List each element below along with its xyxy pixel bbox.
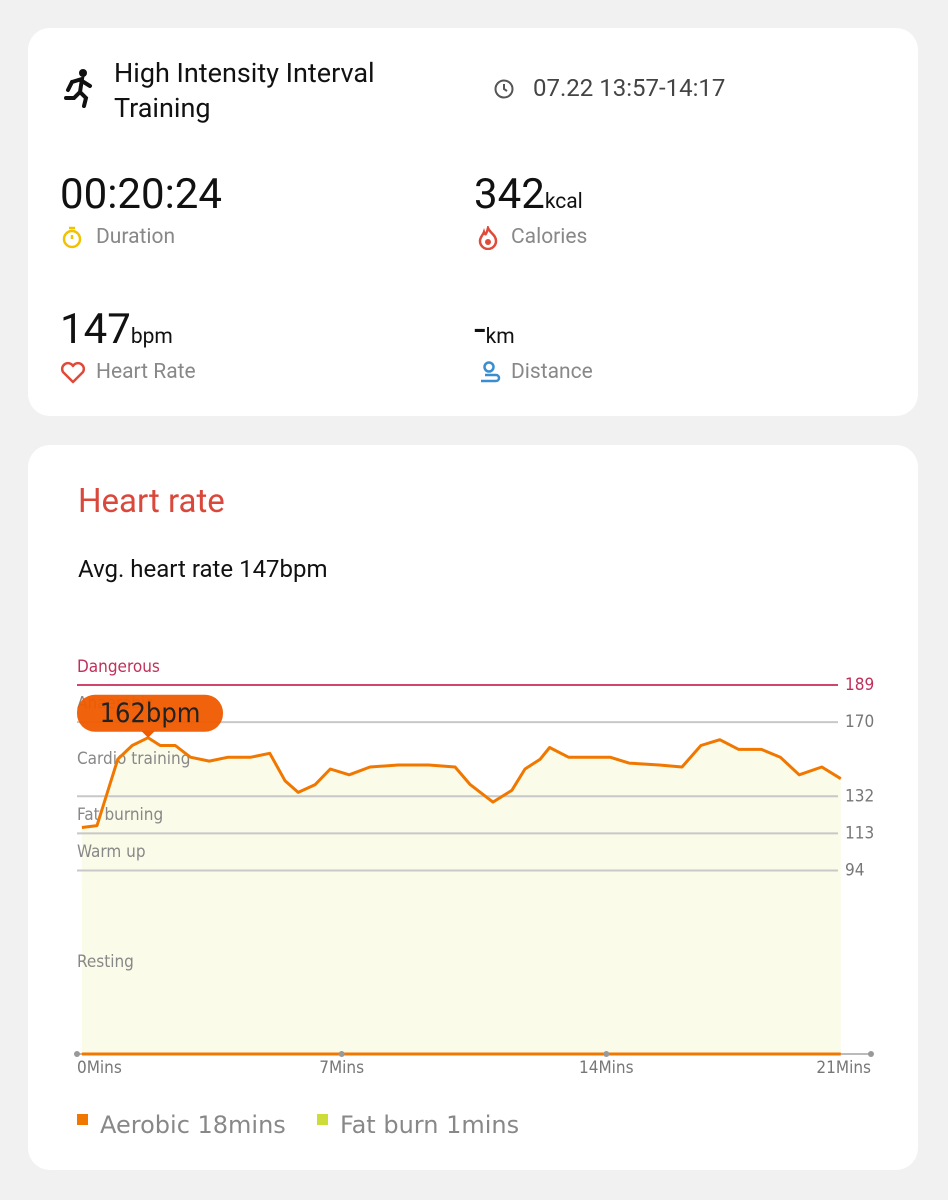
metric-value: 147: [60, 305, 131, 354]
metric-value: -: [474, 305, 486, 354]
metric-label: Heart Rate: [96, 360, 196, 384]
card-title: Heart rate: [78, 482, 225, 521]
heart-rate-line: [81, 736, 842, 829]
metric-value: 342: [474, 170, 545, 219]
y-tick-label: 170: [845, 712, 874, 732]
tooltip-pointer: [141, 730, 156, 738]
legend-swatch: [317, 1114, 328, 1125]
metric: -km: [474, 305, 515, 354]
workout-time: 07.22 13:57-14:17: [533, 74, 726, 102]
zone-label: Cardio training: [77, 749, 190, 769]
y-tick-label: 189: [845, 675, 874, 695]
metric-unit: km: [485, 325, 515, 349]
x-tick-label: 14Mins: [579, 1058, 634, 1078]
tooltip-label: 162bpm: [100, 698, 201, 729]
legend-label: Aerobic 18mins: [100, 1111, 286, 1139]
clock-icon: [494, 79, 514, 99]
card-subtitle: Avg. heart rate 147bpm: [78, 555, 328, 583]
metric-value: 00:20:24: [60, 170, 222, 219]
y-tick-label: 132: [845, 786, 874, 806]
zone-label: Warm up: [77, 842, 146, 862]
tooltip: [77, 694, 223, 732]
metric-unit: kcal: [544, 190, 583, 214]
x-tick-label: 0Mins: [77, 1058, 122, 1078]
metric-label: Duration: [96, 225, 176, 249]
area: [81, 737, 841, 1054]
y-tick-label: 113: [845, 823, 874, 843]
metric: 00:20:24: [60, 170, 222, 219]
metric-label: Calories: [511, 225, 588, 249]
heart-icon: [60, 361, 86, 384]
x-tick: [603, 1051, 610, 1057]
x-tick: [338, 1051, 345, 1057]
metric-label: Distance: [511, 360, 593, 384]
activity-icon: [64, 69, 92, 108]
legend-label: Fat burn 1mins: [340, 1111, 519, 1139]
zone-label: Resting: [77, 952, 134, 972]
metric-unit: bpm: [130, 325, 173, 349]
duration-icon: [62, 226, 82, 249]
x-tick-label: 21Mins: [816, 1058, 871, 1078]
metric: 147bpm: [60, 305, 173, 354]
calories-icon: [478, 226, 498, 250]
y-tick-label: 94: [845, 860, 864, 880]
x-tick: [868, 1051, 874, 1057]
x-tick-label: 7Mins: [319, 1058, 364, 1078]
zone-label: Fat burning: [77, 805, 163, 825]
metric: 342kcal: [474, 170, 583, 219]
x-tick: [74, 1051, 80, 1057]
legend-swatch: [77, 1114, 88, 1125]
workout-title: High Intensity Interval Training: [114, 57, 375, 124]
distance-icon: [481, 361, 501, 383]
zone-label: Dangerous: [77, 657, 160, 677]
summary-card: High Intensity Interval Training 07.22 1…: [28, 28, 918, 416]
